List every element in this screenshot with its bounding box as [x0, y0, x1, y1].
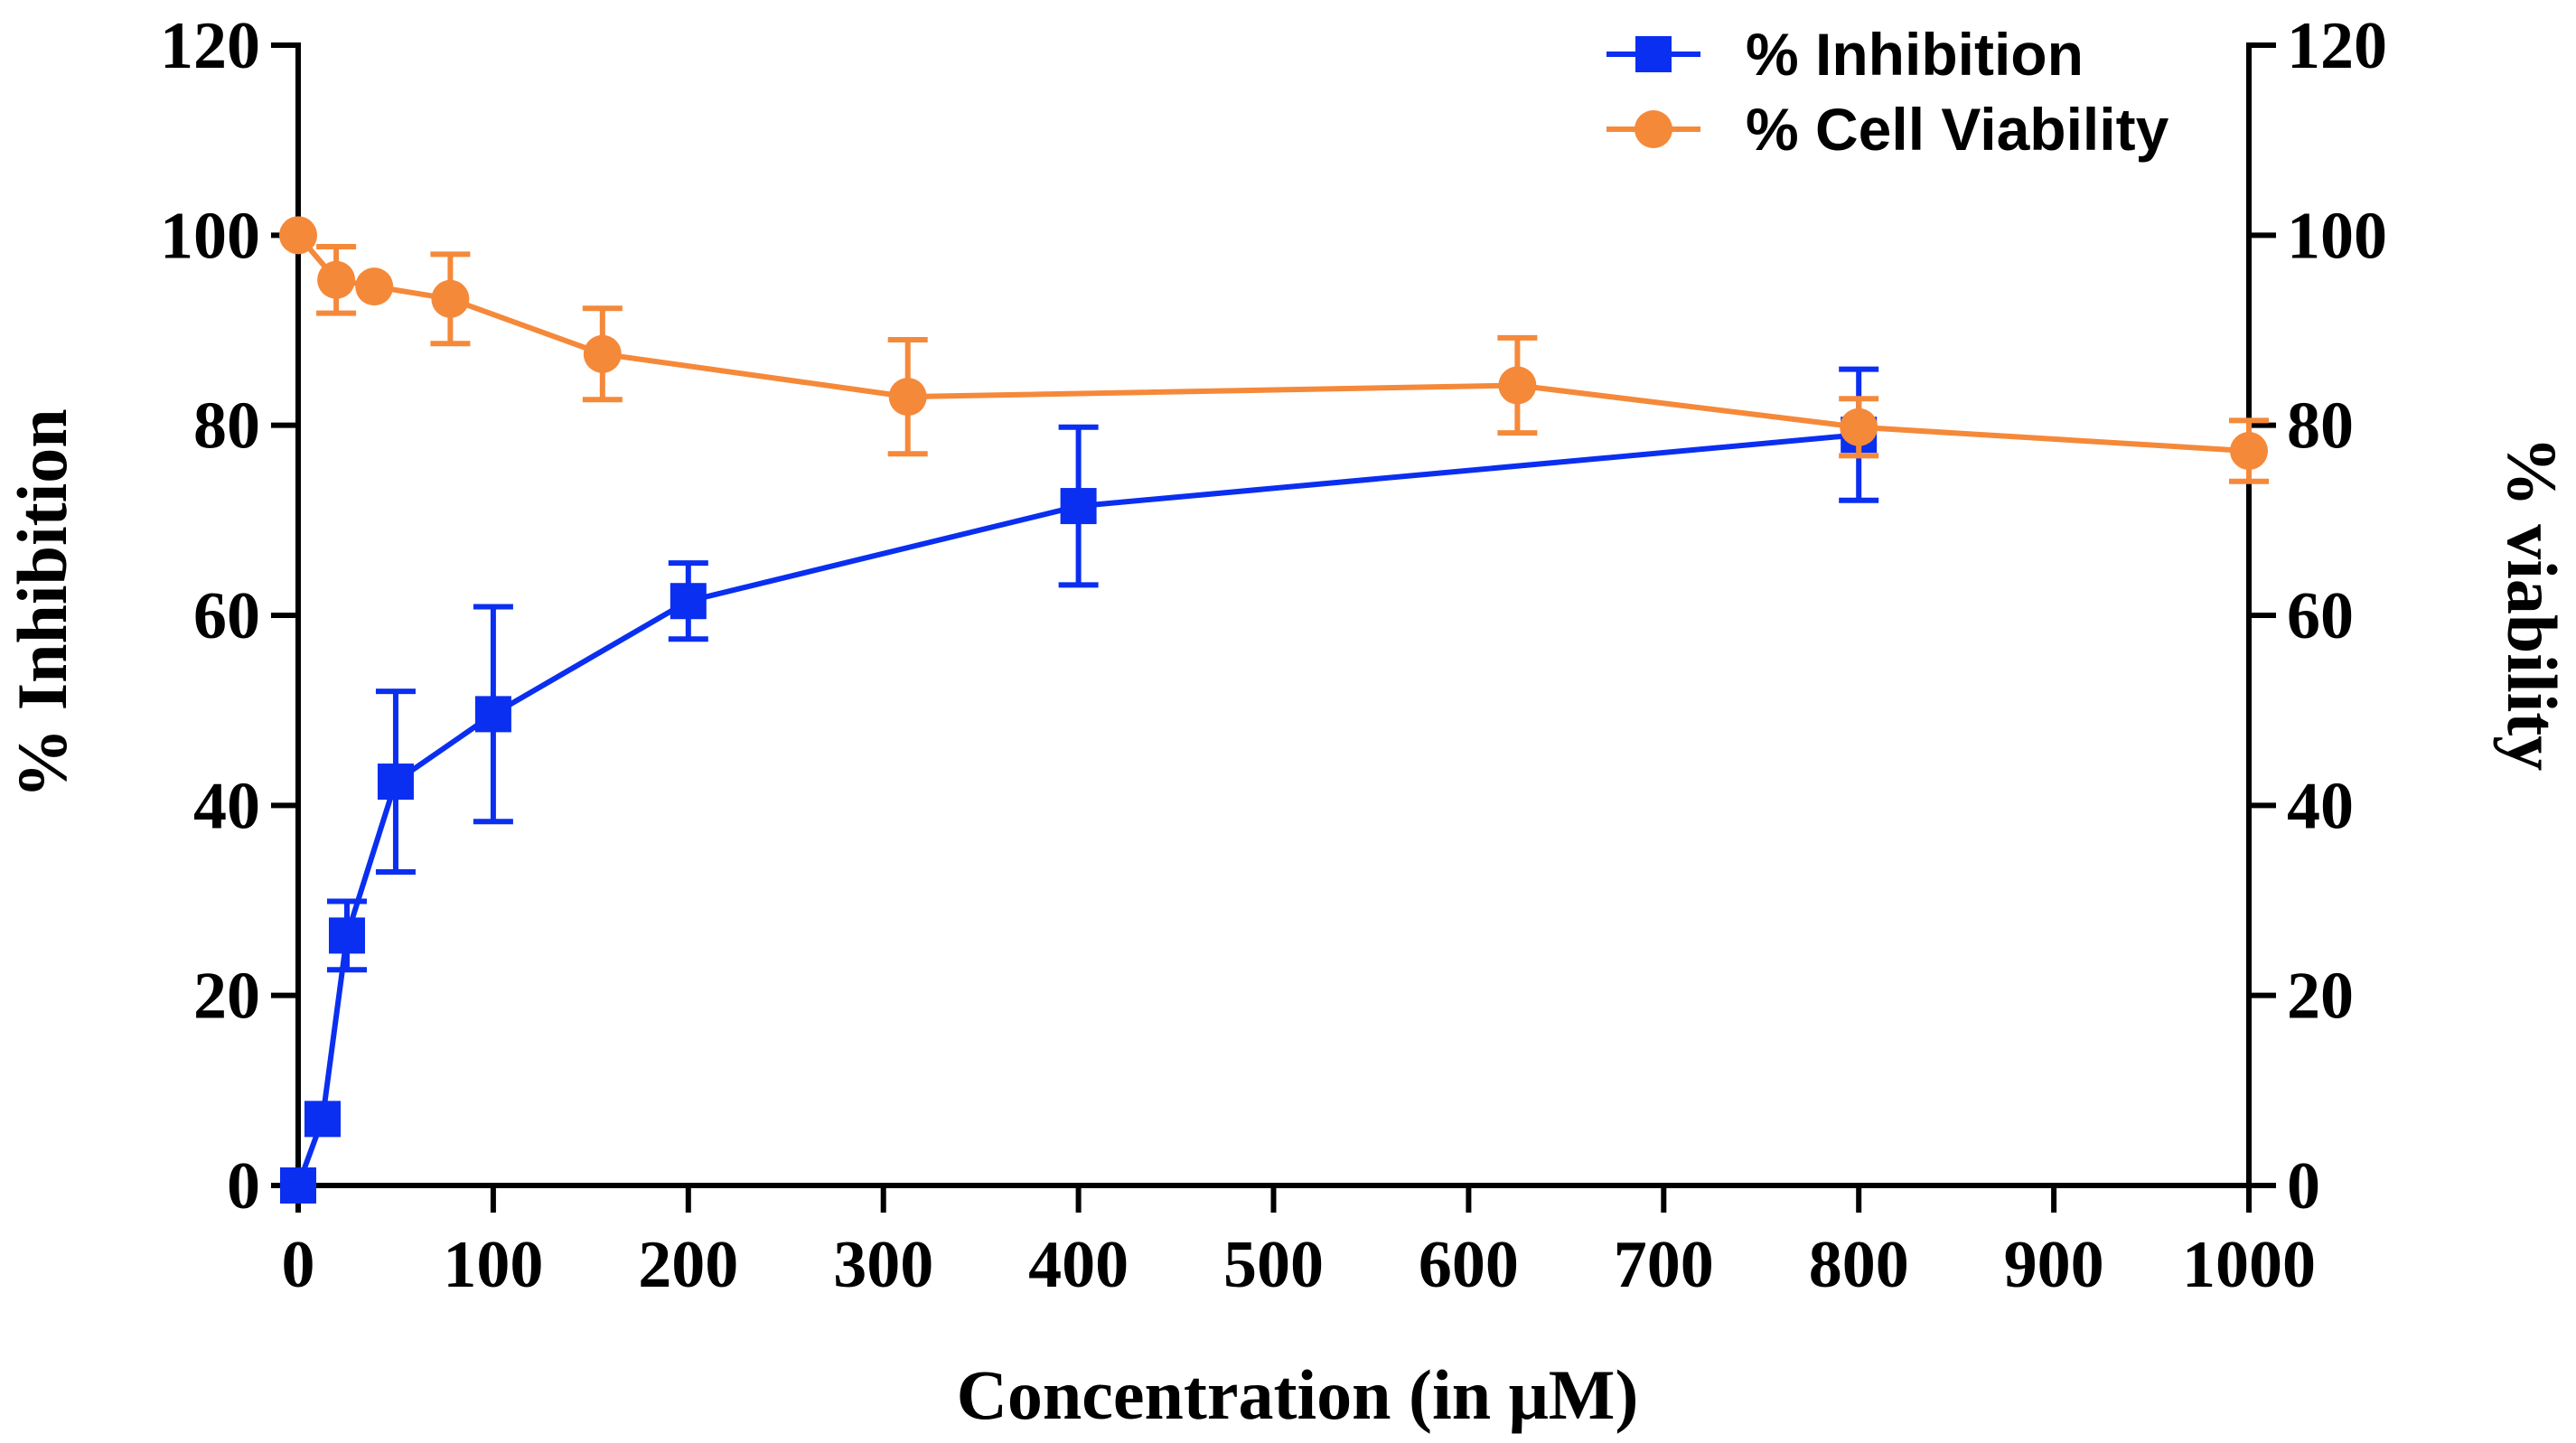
y-left-tick-label: 60 — [193, 579, 260, 653]
legend-item: % Inhibition — [1606, 21, 2084, 88]
y-right-tick-label: 0 — [2287, 1149, 2320, 1223]
legend-label: % Inhibition — [1746, 21, 2084, 88]
y-left-tick-label: 80 — [193, 389, 260, 464]
y-right-tick-label: 100 — [2287, 199, 2387, 273]
y-right-axis-title: % viability — [2493, 436, 2571, 772]
x-tick-label: 300 — [833, 1228, 933, 1302]
y-right-tick-label: 40 — [2287, 769, 2354, 843]
x-tick-label: 700 — [1614, 1228, 1714, 1302]
x-tick-label: 800 — [1809, 1228, 1909, 1302]
x-tick-label: 1000 — [2182, 1228, 2316, 1302]
series-2 — [279, 216, 2269, 484]
data-point — [317, 260, 356, 299]
y-left-tick-label: 40 — [193, 769, 260, 843]
x-axis-title: Concentration (in μM) — [957, 1355, 1639, 1434]
data-point — [1498, 366, 1537, 405]
data-point — [670, 583, 707, 620]
legend: % Inhibition % Cell Viability — [1606, 21, 2169, 163]
series-1 — [280, 366, 1879, 1204]
x-tick-label: 0 — [282, 1228, 315, 1302]
legend-item: % Cell Viability — [1606, 96, 2169, 163]
x-tick-label: 200 — [638, 1228, 738, 1302]
legend-marker — [1635, 36, 1672, 72]
y-left-tick-label: 120 — [160, 9, 260, 83]
y-left-tick-label: 100 — [160, 199, 260, 273]
y-right-tick-label: 80 — [2287, 389, 2354, 464]
data-point — [583, 334, 622, 373]
data-point — [280, 1167, 316, 1204]
y-left-tick-label: 20 — [193, 960, 260, 1034]
legend-label: % Cell Viability — [1746, 96, 2169, 163]
data-point — [474, 696, 511, 733]
x-tick-label: 500 — [1223, 1228, 1324, 1302]
y-right-tick-label: 60 — [2287, 579, 2354, 653]
x-tick-label: 400 — [1028, 1228, 1129, 1302]
data-point — [888, 378, 927, 417]
data-point — [2230, 432, 2268, 471]
y-right-tick-label: 20 — [2287, 960, 2354, 1034]
data-point — [1840, 408, 1878, 446]
series-layer — [279, 216, 2269, 1204]
data-point — [377, 764, 414, 801]
data-point — [328, 917, 365, 954]
data-point — [355, 267, 394, 306]
y-right-tick-label: 120 — [2287, 9, 2387, 83]
legend-marker — [1635, 110, 1672, 148]
data-point — [304, 1101, 341, 1138]
x-tick-label: 100 — [443, 1228, 543, 1302]
x-tick-label: 900 — [2004, 1228, 2104, 1302]
y-left-tick-label: 0 — [227, 1149, 260, 1223]
data-point — [431, 279, 470, 318]
x-tick-label: 600 — [1419, 1228, 1519, 1302]
data-point — [279, 216, 317, 255]
series-line — [295, 432, 1859, 1187]
y-left-axis-title: % Inhibition — [3, 408, 81, 798]
data-point — [1060, 488, 1097, 525]
